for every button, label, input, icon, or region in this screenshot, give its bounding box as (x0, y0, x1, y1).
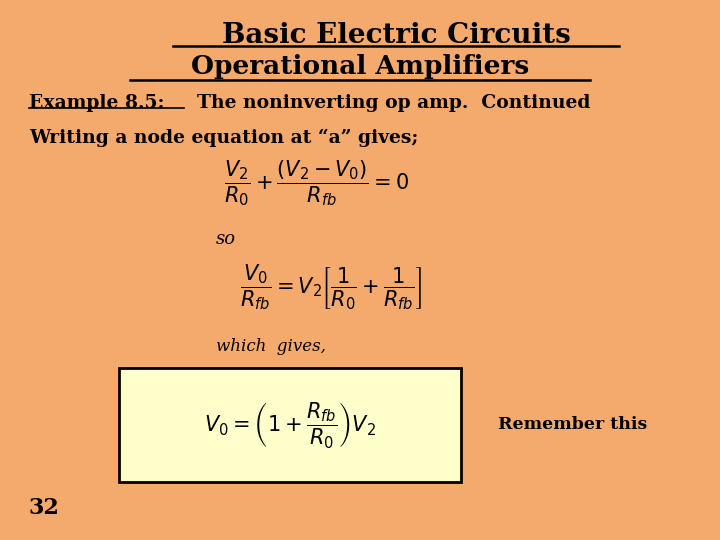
Text: which  gives,: which gives, (216, 338, 326, 355)
FancyBboxPatch shape (119, 368, 461, 482)
Text: The noninverting op amp.  Continued: The noninverting op amp. Continued (184, 94, 590, 112)
Text: 32: 32 (29, 497, 60, 518)
Text: $V_0 = \left(1 + \dfrac{R_{fb}}{R_0}\right)V_2$: $V_0 = \left(1 + \dfrac{R_{fb}}{R_0}\rig… (204, 400, 376, 450)
Text: Operational Amplifiers: Operational Amplifiers (191, 54, 529, 79)
Text: $\dfrac{V_0}{R_{fb}} = V_2\left[\dfrac{1}{R_0} + \dfrac{1}{R_{fb}}\right]$: $\dfrac{V_0}{R_{fb}} = V_2\left[\dfrac{1… (240, 262, 422, 312)
Text: Example 8.5:: Example 8.5: (29, 94, 164, 112)
Text: so: so (216, 230, 236, 248)
Text: Basic Electric Circuits: Basic Electric Circuits (222, 22, 570, 49)
Text: Remember this: Remember this (498, 416, 647, 434)
Text: Writing a node equation at “a” gives;: Writing a node equation at “a” gives; (29, 129, 418, 147)
Text: $\dfrac{V_2}{R_0} + \dfrac{(V_2 - V_0)}{R_{fb}} = 0$: $\dfrac{V_2}{R_0} + \dfrac{(V_2 - V_0)}{… (225, 159, 409, 208)
